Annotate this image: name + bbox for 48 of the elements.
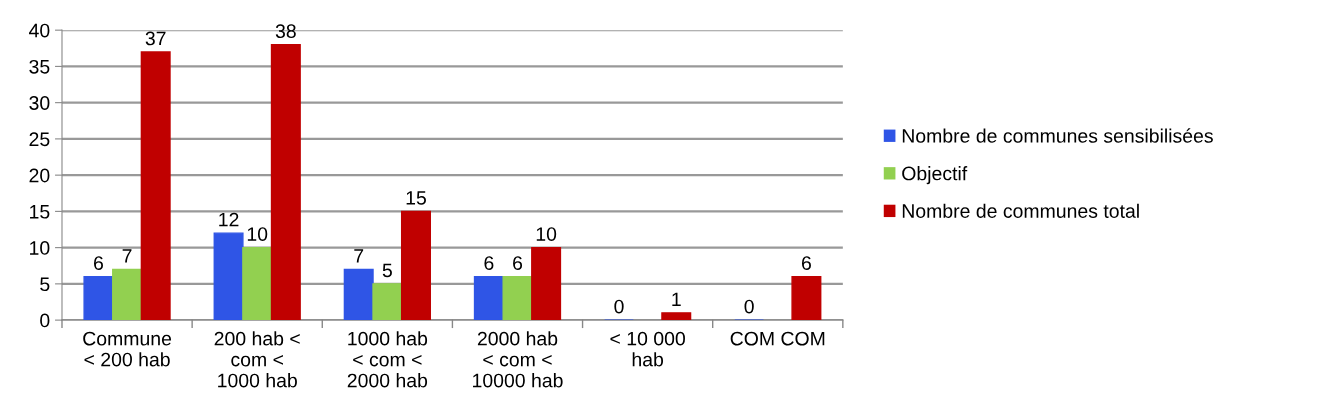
data-label: 5 [382,263,392,278]
data-label: 37 [145,31,166,46]
data-label: 10 [536,227,557,242]
y-tick-label: 20 [29,168,50,183]
x-tick-label: < 10 000 hab [610,331,685,367]
y-tick-label: 5 [40,277,50,292]
bar [242,246,273,321]
bar [112,268,143,321]
bar [140,51,171,321]
data-label: 12 [219,212,239,227]
data-label: 10 [247,227,268,242]
data-label: 38 [275,24,296,39]
data-label: 0 [614,299,624,314]
x-tick-label: 2000 hab < com < 10000 hab [473,331,563,388]
bar [83,275,114,321]
x-tick-label: COM COM [730,331,825,346]
y-tick-label: 40 [29,23,50,38]
y-tick-label: 30 [29,96,50,110]
y-tick-label: 35 [29,59,50,74]
bar [270,43,301,321]
bar [661,312,692,321]
bar [400,210,431,321]
data-label: 7 [354,249,364,263]
data-label: 6 [801,256,811,270]
bar [473,275,504,321]
data-label: 6 [513,256,523,270]
legend-label: Nombre de communes sensibilisées [902,128,1213,143]
x-tick-label: 200 hab < com < 1000 hab [214,331,300,388]
data-label: 6 [484,256,494,270]
data-label: 1 [672,292,681,307]
x-tick-label: Commune < 200 hab [83,331,172,367]
data-label: 15 [406,191,426,205]
data-label: 0 [744,299,754,314]
bar [531,246,562,321]
bar [213,232,244,321]
bar [502,275,533,321]
y-tick-label: 10 [30,241,50,255]
x-tick-label: 1000 hab < com < 2000 hab [347,331,428,388]
data-label: 6 [94,256,103,270]
y-tick-label: 15 [30,205,50,219]
data-label: 7 [122,249,132,263]
legend-label: Objectif [902,166,968,185]
bar [791,275,822,321]
bar [343,268,374,321]
legend-label: Nombre de communes total [902,203,1139,218]
y-tick-label: 25 [29,132,50,147]
bar [372,283,403,321]
y-tick-label: 0 [40,313,50,328]
